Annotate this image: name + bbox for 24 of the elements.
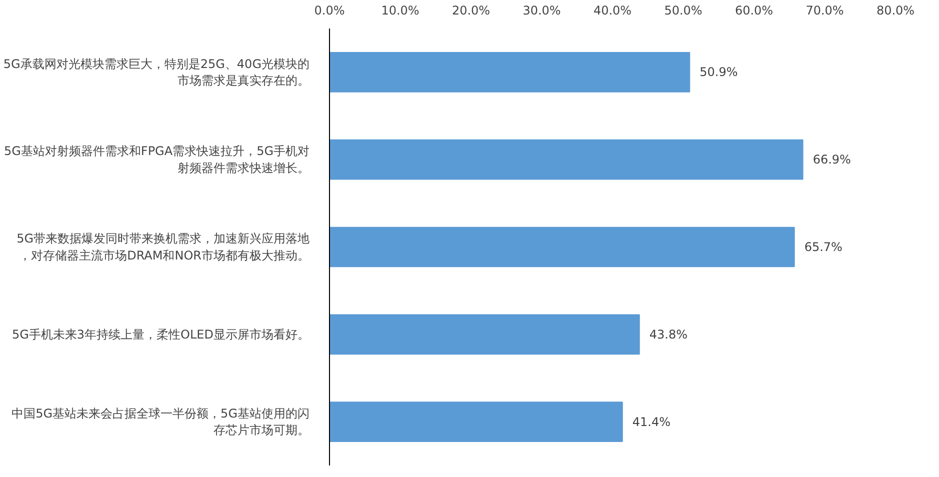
- y-tick-label: 5G带来数据爆发同时带来换机需求，加速新兴应用落地，对存储器主流市场DRAM和NOR市场都有极大推动。: [16, 232, 310, 262]
- x-tick-label: 80.0%: [876, 4, 915, 18]
- x-tick-label: 0.0%: [314, 4, 345, 18]
- bar: [330, 402, 623, 442]
- x-tick-label: 40.0%: [593, 4, 632, 18]
- data-label: 65.7%: [804, 240, 842, 254]
- data-label: 50.9%: [700, 65, 738, 80]
- x-tick-label: 20.0%: [452, 4, 490, 18]
- y-tick-label: 5G承载网对光模块需求巨大，特别是25G、40G光模块的市场需求是真实存在的。: [3, 56, 310, 88]
- data-label: 66.9%: [812, 152, 851, 167]
- bar: [330, 226, 795, 268]
- x-tick-label: 60.0%: [734, 4, 774, 18]
- y-tick-label: 中国5G基站未来会占据全球一半份额，5G基站使用的闪存芯片市场可期。: [12, 406, 310, 438]
- x-tick-label: 70.0%: [806, 4, 844, 18]
- x-tick-label: 10.0%: [381, 4, 420, 18]
- bar: [330, 52, 690, 92]
- x-tick-label: 30.0%: [522, 4, 561, 18]
- data-label: 41.4%: [632, 414, 671, 429]
- bar: [330, 314, 640, 355]
- data-label: 43.8%: [649, 327, 688, 342]
- y-tick-label: 5G基站对射频器件需求和FPGA需求快速拉升，5G手机对射频器件需求快速增长。: [4, 144, 310, 175]
- bar: [330, 139, 804, 180]
- y-tick-label: 5G手机未来3年持续上量，柔性OLED显示屏市场看好。: [12, 327, 310, 342]
- x-tick-label: 50.0%: [664, 4, 702, 18]
